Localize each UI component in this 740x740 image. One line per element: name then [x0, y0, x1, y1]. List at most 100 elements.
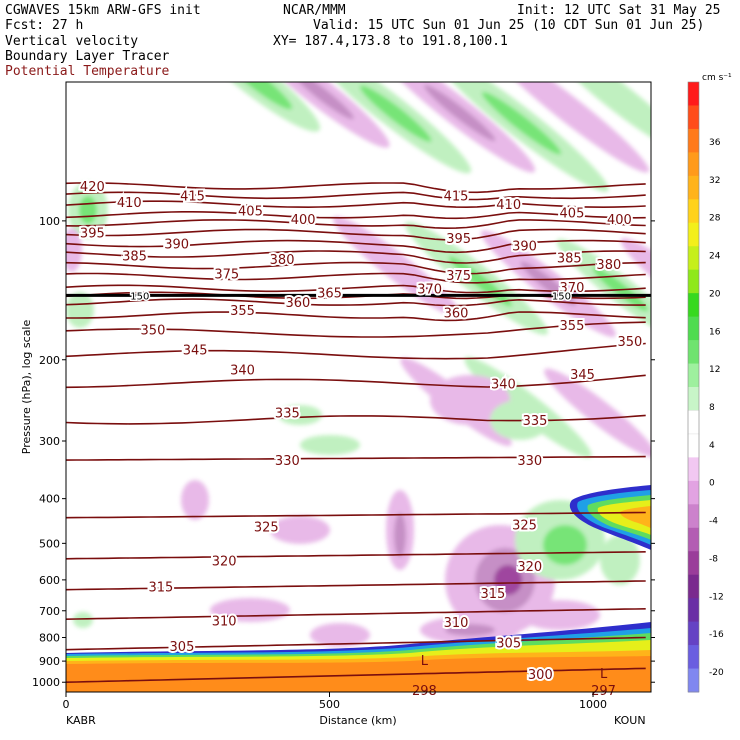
colorbar-swatch: [687, 410, 700, 435]
theta-label-320: 320: [212, 555, 237, 570]
y-tick-label-300: 300: [39, 435, 60, 448]
y-tick-label-200: 200: [39, 354, 60, 367]
plot-frame: [65, 81, 652, 693]
colorbar-swatch: [688, 504, 699, 529]
colorbar-swatch: [688, 551, 699, 576]
theta-label-415: 415: [180, 189, 205, 204]
low-label: L: [600, 667, 608, 682]
colorbar-label--12: -12: [709, 592, 724, 602]
colorbar-label-0: 0: [709, 479, 715, 489]
low-pressure-labels: LL: [421, 654, 608, 682]
colorbar-label-24: 24: [709, 252, 721, 262]
model-title: CGWAVES 15km ARW-GFS init: [5, 3, 201, 18]
theta-contour-370: [66, 284, 646, 294]
theta-label-335: 335: [523, 414, 548, 429]
theta-label-360: 360: [285, 296, 310, 311]
theta-label-410: 410: [496, 198, 521, 213]
theta-label-340: 340: [230, 364, 255, 379]
theta-contour-340: [66, 374, 646, 389]
theta-label-385: 385: [557, 251, 582, 266]
valid-time: Valid: 15 UTC Sun 01 Jun 25 (10 CDT Sun …: [313, 18, 704, 33]
theta-label-305: 305: [496, 636, 521, 651]
theta-label-390: 390: [164, 238, 189, 253]
colorbar-swatch: [688, 340, 699, 365]
theta-contour-320: [66, 551, 646, 560]
right-endpoint-label: KOUN: [614, 714, 646, 727]
x-axis: 0 500 1000: [63, 692, 607, 711]
theta-contour-335: [66, 414, 646, 425]
tropopause-label: 150: [552, 291, 571, 302]
y-axis-label: Pressure (hPa), log scale: [20, 320, 33, 455]
colorbar-swatch: [688, 645, 699, 670]
theta-label-335: 335: [275, 406, 300, 421]
theta-contour-405: [66, 211, 646, 220]
theta-label-390: 390: [512, 239, 537, 254]
theta-label-420: 420: [80, 180, 105, 195]
y-tick-label-600: 600: [39, 574, 60, 587]
colorbar-swatch: [688, 387, 699, 411]
theta-label-325: 325: [254, 521, 279, 536]
low-label: L: [421, 654, 429, 669]
theta-contour-380: [66, 261, 646, 275]
theta-contour-330: [66, 455, 646, 461]
colorbar-swatch: [688, 222, 699, 247]
theta-label-330: 330: [275, 454, 300, 469]
y-tick-label-800: 800: [39, 632, 60, 645]
theta-label-365: 365: [317, 287, 342, 302]
colorbar-unit: cm s⁻¹: [702, 73, 732, 83]
field-vertical-velocity: Vertical velocity: [5, 34, 138, 49]
colorbar-swatch: [688, 246, 699, 271]
theta-label-410: 410: [117, 196, 142, 211]
colorbar-label-36: 36: [709, 138, 721, 148]
init-time: Init: 12 UTC Sat 31 May 25: [517, 3, 721, 18]
colorbar-label--4: -4: [709, 517, 718, 527]
colorbar-swatch: [688, 480, 699, 505]
theta-contour-360: [66, 298, 646, 307]
theta-label-310: 310: [212, 615, 237, 630]
theta-label-315: 315: [480, 587, 505, 602]
theta-label-350: 350: [618, 335, 643, 350]
colorbar-swatch: [688, 363, 699, 388]
theta-label-405: 405: [560, 207, 585, 222]
theta-contour-400: [66, 219, 646, 230]
colorbar-label--8: -8: [709, 554, 718, 564]
y-tick-label-500: 500: [39, 537, 60, 550]
theta-label-315: 315: [148, 580, 173, 595]
x-tick-label-0: 0: [63, 698, 70, 711]
colorbar-label-12: 12: [709, 365, 720, 375]
colorbar-label--16: -16: [709, 630, 724, 640]
theta-contour-305: [66, 636, 646, 651]
cross-section-endpoints: XY= 187.4,173.8 to 191.8,100.1: [273, 34, 508, 49]
colorbar-label-8: 8: [709, 403, 715, 413]
theta-label-380: 380: [270, 253, 295, 268]
x-tick-label-500: 500: [319, 698, 340, 711]
colorbar-swatch: [688, 457, 699, 482]
y-axis: 100 200 300 400 500 600 700 800 900 1000: [32, 215, 655, 689]
theta-label-405: 405: [238, 205, 263, 220]
theta-label-300: 300: [528, 668, 553, 683]
colorbar-label-28: 28: [709, 214, 721, 224]
y-tick-label-700: 700: [39, 605, 60, 618]
colorbar-swatch: [688, 621, 699, 646]
colorbar-swatch: [688, 598, 699, 623]
colorbar-label-32: 32: [709, 176, 720, 186]
colorbar-swatch: [688, 316, 699, 341]
theta-contour-325: [66, 511, 646, 519]
theta-label-395: 395: [80, 227, 105, 242]
colorbar-frame: [687, 81, 700, 693]
colorbar-swatch: [688, 293, 699, 318]
theta-contour-315: [66, 580, 646, 591]
field-boundary-layer-tracer: Boundary Layer Tracer: [5, 49, 170, 64]
theta-contour-355: [66, 311, 646, 322]
colorbar-swatch: [688, 574, 699, 599]
theta-contour-310: [66, 608, 646, 620]
theta-contour-390: [66, 239, 646, 254]
theta-label-360: 360: [444, 307, 469, 322]
theta-contour-395: [66, 228, 646, 241]
theta-label-350: 350: [141, 324, 166, 339]
colorbar-swatch: [688, 105, 699, 130]
colorbar-swatch: [688, 527, 699, 552]
theta-contour-350: [66, 321, 646, 338]
